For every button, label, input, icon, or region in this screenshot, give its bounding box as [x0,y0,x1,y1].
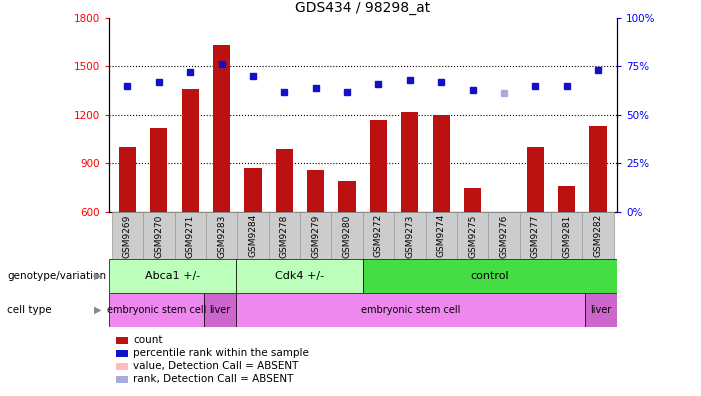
Bar [519,212,551,259]
Text: GSM9273: GSM9273 [405,214,414,258]
Bar [111,212,143,259]
Bar [237,212,268,259]
Bar [204,293,236,327]
Text: GSM9279: GSM9279 [311,214,320,258]
Bar [236,293,585,327]
Text: ▶: ▶ [95,271,102,281]
Text: percentile rank within the sample: percentile rank within the sample [133,348,309,358]
Text: GSM9271: GSM9271 [186,214,195,258]
Text: GSM9278: GSM9278 [280,214,289,258]
Text: GSM9280: GSM9280 [343,214,352,258]
Text: count: count [133,335,163,345]
Bar [182,89,199,212]
Text: control: control [470,271,509,281]
Bar [457,212,489,259]
Text: value, Detection Call = ABSENT: value, Detection Call = ABSENT [133,361,299,371]
Bar [363,212,394,259]
Text: GSM9276: GSM9276 [499,214,508,258]
Bar [394,212,426,259]
Bar [268,212,300,259]
Text: Abca1 +/-: Abca1 +/- [144,271,200,281]
Bar [426,212,457,259]
Bar [585,293,617,327]
Text: embryonic stem cell: embryonic stem cell [361,305,460,315]
Text: embryonic stem cell: embryonic stem cell [107,305,206,315]
Bar [119,147,136,212]
Bar [150,128,168,212]
Bar [236,259,363,293]
Text: GSM9270: GSM9270 [154,214,163,258]
Bar [300,212,332,259]
Text: GSM9283: GSM9283 [217,214,226,258]
Bar [590,126,606,212]
Bar [551,212,583,259]
Bar [339,181,355,212]
Bar [489,212,519,259]
Bar [526,147,544,212]
Title: GDS434 / 98298_at: GDS434 / 98298_at [295,2,430,15]
Bar [307,170,325,212]
Bar [558,186,576,212]
Text: GSM9282: GSM9282 [594,214,603,257]
Text: GSM9272: GSM9272 [374,214,383,257]
Bar [109,293,204,327]
Text: GSM9281: GSM9281 [562,214,571,258]
Bar [433,115,450,212]
Bar [206,212,237,259]
Text: GSM9284: GSM9284 [248,214,257,257]
Bar [363,259,617,293]
Bar [332,212,363,259]
Text: ▶: ▶ [95,305,102,315]
Text: GSM9274: GSM9274 [437,214,446,257]
Text: Cdk4 +/-: Cdk4 +/- [275,271,324,281]
Bar [213,45,230,212]
Bar [464,188,481,212]
Bar [245,168,261,212]
Text: liver: liver [590,305,612,315]
Bar [175,212,206,259]
Bar [401,112,418,212]
Text: GSM9277: GSM9277 [531,214,540,258]
Text: genotype/variation: genotype/variation [7,271,106,281]
Bar [370,120,387,212]
Text: GSM9275: GSM9275 [468,214,477,258]
Text: liver: liver [209,305,231,315]
Text: rank, Detection Call = ABSENT: rank, Detection Call = ABSENT [133,374,294,385]
Bar [143,212,175,259]
Text: cell type: cell type [7,305,52,315]
Bar [583,212,614,259]
Text: GSM9269: GSM9269 [123,214,132,258]
Bar [275,149,293,212]
Bar [109,259,236,293]
